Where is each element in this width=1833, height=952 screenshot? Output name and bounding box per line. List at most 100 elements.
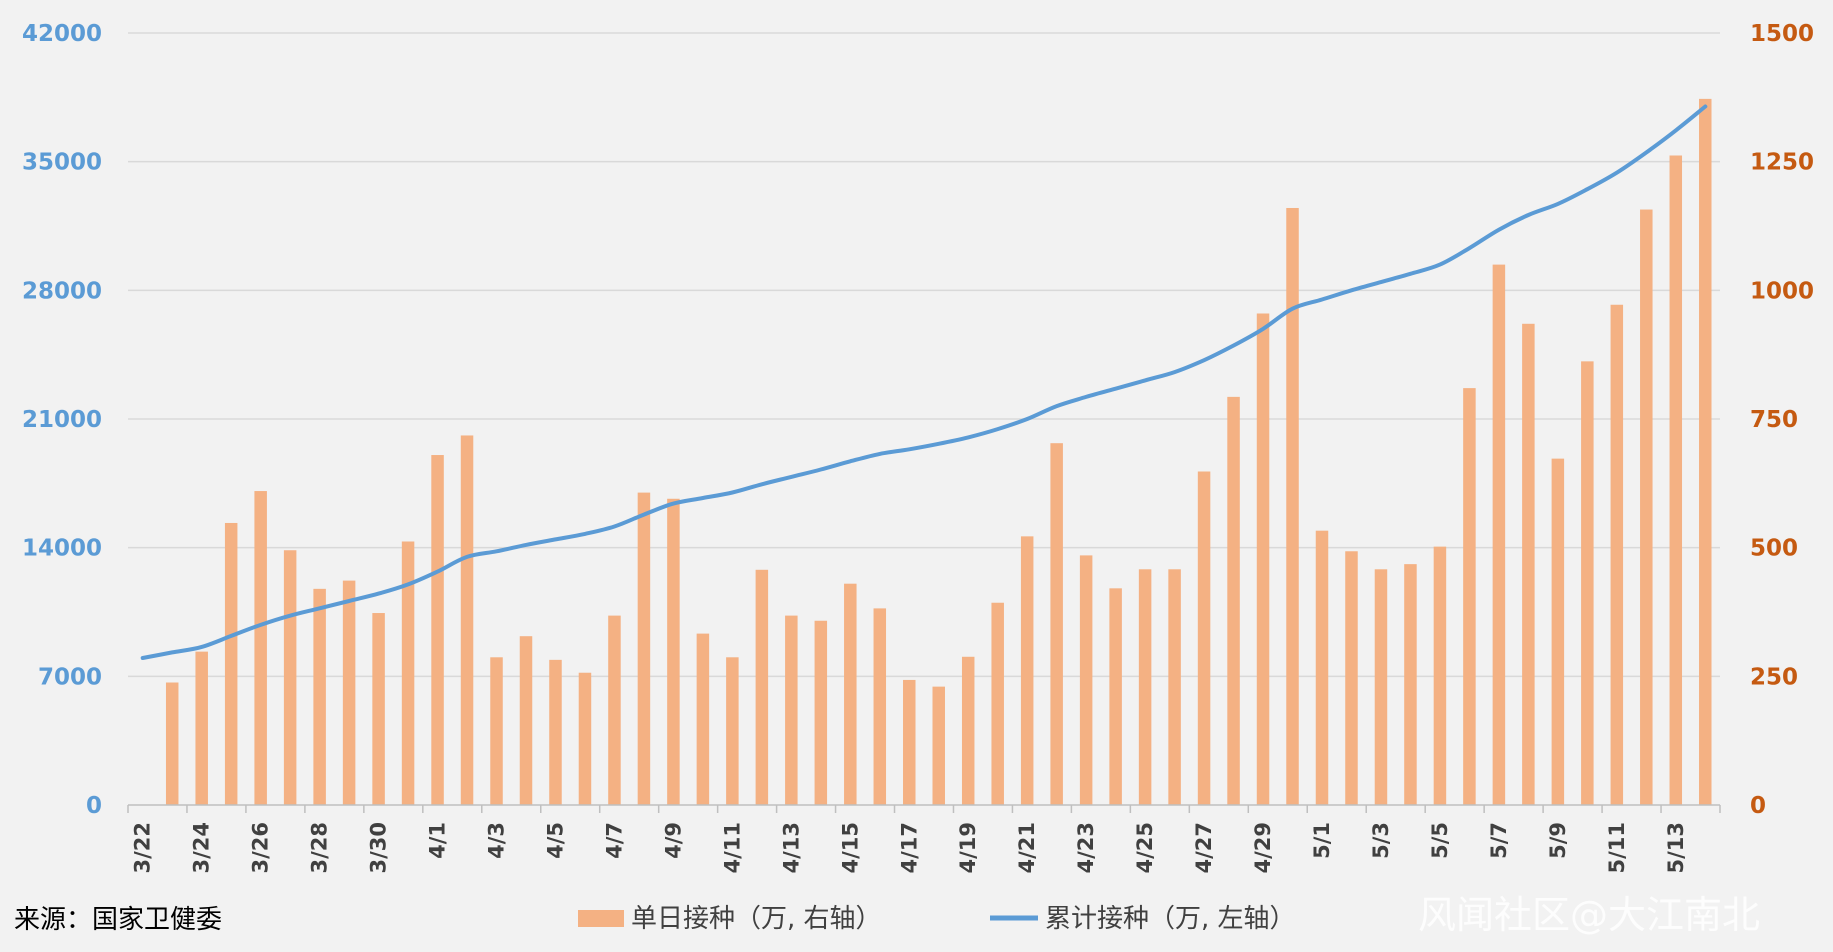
bar-3/29 bbox=[342, 580, 356, 805]
x-tick-label: 4/25 bbox=[1133, 822, 1157, 874]
bar-4/18 bbox=[932, 686, 945, 805]
bar-4/15 bbox=[844, 583, 857, 805]
x-tick-label: 3/30 bbox=[367, 822, 391, 874]
y-left-tick-label: 35000 bbox=[22, 150, 102, 176]
bar-4/19 bbox=[961, 656, 975, 805]
y-right-tick-label: 1000 bbox=[1750, 278, 1814, 304]
y-left-tick-label: 7000 bbox=[38, 664, 102, 690]
bar-5/14 bbox=[1699, 98, 1712, 806]
legend-label-bar: 单日接种（万, 右轴） bbox=[631, 904, 882, 934]
x-tick-label: 4/9 bbox=[661, 822, 685, 859]
bar-5/8 bbox=[1522, 323, 1535, 805]
bar-5/12 bbox=[1640, 209, 1653, 806]
legend: 单日接种（万, 右轴） 累计接种（万, 左轴） bbox=[578, 904, 1296, 934]
bar-4/21 bbox=[1020, 536, 1034, 805]
bar-5/7 bbox=[1492, 264, 1506, 806]
x-tick-label: 3/26 bbox=[249, 822, 273, 874]
bar-5/4 bbox=[1404, 564, 1417, 805]
bar-4/20 bbox=[991, 602, 1004, 805]
bar-4/25 bbox=[1138, 569, 1152, 805]
x-tick-label: 3/24 bbox=[190, 822, 214, 874]
bar-5/9 bbox=[1551, 458, 1565, 805]
bar-4/27 bbox=[1197, 471, 1211, 805]
bar-5/3 bbox=[1374, 569, 1388, 805]
bar-5/10 bbox=[1581, 361, 1594, 805]
bar-3/24 bbox=[195, 651, 208, 805]
bar-4/24 bbox=[1109, 588, 1122, 805]
y-right-tick-label: 1250 bbox=[1750, 150, 1814, 176]
bar-4/5 bbox=[549, 659, 562, 805]
x-tick-label: 4/1 bbox=[426, 822, 450, 859]
bar-4/4 bbox=[519, 636, 533, 805]
x-tick-label: 4/13 bbox=[779, 822, 803, 874]
bar-4/12 bbox=[755, 569, 769, 805]
y-right-tick-label: 750 bbox=[1750, 407, 1798, 433]
x-tick-label: 4/11 bbox=[720, 822, 744, 874]
right-y-axis: 0 250 500 750 1000 1250 1500 bbox=[1750, 21, 1814, 819]
bar-4/8 bbox=[637, 492, 651, 805]
x-tick-label: 4/17 bbox=[897, 822, 921, 874]
x-tick-label: 3/22 bbox=[131, 822, 155, 874]
bar-5/11 bbox=[1610, 304, 1624, 805]
bar-5/13 bbox=[1669, 155, 1683, 805]
bar-3/23 bbox=[165, 682, 179, 805]
x-tick-label: 4/27 bbox=[1192, 822, 1216, 874]
legend-label-line: 累计接种（万, 左轴） bbox=[1045, 904, 1296, 934]
x-tick-label: 4/29 bbox=[1251, 822, 1275, 874]
bar-4/30 bbox=[1286, 207, 1299, 805]
y-right-tick-label: 1500 bbox=[1750, 21, 1814, 47]
x-tick-label: 4/3 bbox=[485, 822, 509, 859]
y-right-tick-label: 500 bbox=[1750, 536, 1798, 562]
x-tick-label: 5/7 bbox=[1487, 822, 1511, 859]
bar-4/29 bbox=[1256, 313, 1270, 805]
bar-4/7 bbox=[608, 615, 621, 805]
x-tick-label: 4/23 bbox=[1074, 822, 1098, 874]
bar-4/14 bbox=[814, 620, 828, 805]
x-tick-label: 3/28 bbox=[308, 822, 332, 874]
bar-4/6 bbox=[578, 672, 592, 805]
bar-5/2 bbox=[1345, 551, 1358, 805]
bar-3/31 bbox=[401, 541, 415, 805]
bar-3/25 bbox=[224, 522, 238, 805]
bar-4/22 bbox=[1050, 443, 1063, 805]
bar-4/2 bbox=[460, 435, 474, 805]
x-tick-label: 5/5 bbox=[1428, 822, 1452, 859]
bar-3/28 bbox=[313, 588, 326, 805]
x-tick-label: 4/15 bbox=[838, 822, 862, 874]
y-left-tick-label: 0 bbox=[86, 793, 102, 819]
bar-4/13 bbox=[785, 615, 798, 805]
x-axis: 3/22 3/24 3/26 3/28 3/30 4/1 4/3 4/5 4/7 4/9 4/11 4… bbox=[127, 805, 1721, 874]
x-tick-label: 5/9 bbox=[1546, 822, 1570, 859]
x-tick-label: 5/1 bbox=[1310, 822, 1334, 859]
bar-3/27 bbox=[283, 550, 297, 805]
bar-4/26 bbox=[1168, 569, 1181, 805]
y-left-tick-label: 21000 bbox=[22, 407, 102, 433]
x-tick-label: 5/11 bbox=[1605, 822, 1629, 874]
legend-swatch-bar bbox=[578, 910, 624, 927]
bar-4/23 bbox=[1079, 555, 1093, 805]
bar-5/1 bbox=[1315, 530, 1329, 805]
bar-4/11 bbox=[726, 657, 739, 805]
left-y-axis: 0 7000 14000 21000 28000 35000 42000 bbox=[22, 21, 102, 819]
bar-3/26 bbox=[254, 491, 267, 805]
x-tick-label: 4/19 bbox=[956, 822, 980, 874]
x-tick-label: 4/5 bbox=[543, 822, 567, 859]
y-left-tick-label: 28000 bbox=[22, 278, 102, 304]
y-left-tick-label: 42000 bbox=[22, 21, 102, 47]
bar-5/5 bbox=[1433, 546, 1447, 805]
x-tick-label: 5/13 bbox=[1664, 822, 1688, 874]
x-tick-label: 5/3 bbox=[1369, 822, 1393, 859]
bar-4/9 bbox=[667, 498, 680, 805]
bar-4/3 bbox=[490, 657, 503, 805]
bar-5/6 bbox=[1463, 388, 1476, 805]
y-right-tick-label: 250 bbox=[1750, 664, 1798, 690]
line-series-cumulative-vaccinations bbox=[140, 104, 1708, 660]
source-label: 来源：国家卫健委 bbox=[14, 905, 222, 935]
bar-series-daily-vaccinations bbox=[165, 98, 1712, 806]
x-tick-label: 4/7 bbox=[602, 822, 626, 859]
gridlines bbox=[128, 32, 1720, 678]
bar-4/17 bbox=[903, 679, 916, 805]
bar-4/16 bbox=[873, 608, 887, 805]
y-right-tick-label: 0 bbox=[1750, 793, 1766, 819]
